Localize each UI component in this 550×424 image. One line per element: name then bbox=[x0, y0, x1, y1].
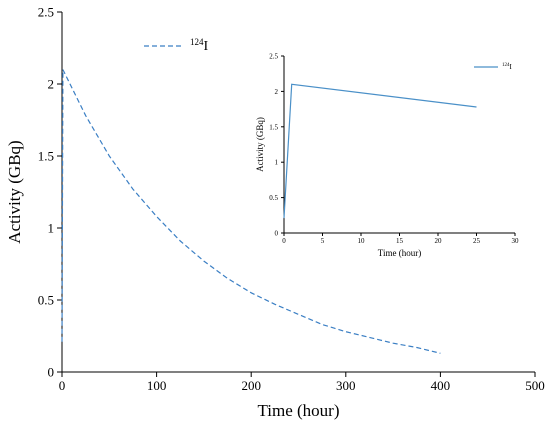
main-y-tick-label: 0 bbox=[48, 365, 55, 380]
inset-legend-label-superscript: 124 bbox=[502, 63, 510, 68]
main-y-tick-label: 0.5 bbox=[38, 293, 54, 308]
inset-legend-label-124i: 124I bbox=[502, 63, 513, 71]
legend-label-superscript: 124 bbox=[190, 37, 204, 47]
main-x-tick-label: 500 bbox=[525, 378, 545, 393]
main-x-tick-label: 0 bbox=[59, 378, 66, 393]
inset-legend: 124I bbox=[474, 63, 513, 71]
inset-x-tick-label: 10 bbox=[358, 237, 366, 245]
inset-series-line-124i bbox=[283, 83, 477, 219]
inset-y-tick-label: 1.5 bbox=[269, 123, 278, 131]
main-y-axis-label: Activity (GBq) bbox=[5, 140, 24, 243]
legend-label-main: I bbox=[204, 39, 209, 54]
main-x-tick-label: 100 bbox=[147, 378, 167, 393]
inset-x-tick-label: 15 bbox=[396, 237, 404, 245]
inset-y-tick-label: 2 bbox=[275, 88, 279, 96]
inset-y-axis-label: Activity (GBq) bbox=[255, 117, 265, 172]
main-y-tick-label: 2.5 bbox=[38, 5, 54, 20]
inset-x-axis-label: Time (hour) bbox=[378, 248, 421, 258]
inset-ticks: 0 5 10 15 20 25 30 0 0.5 1 1.5 2 2.5 bbox=[269, 52, 519, 245]
main-series-line-124i bbox=[61, 69, 441, 354]
inset-legend-label-main: I bbox=[510, 63, 513, 71]
inset-axes bbox=[283, 56, 515, 234]
main-legend: 124I bbox=[144, 37, 209, 54]
inset-x-tick-label: 30 bbox=[512, 237, 520, 245]
inset-y-tick-label: 2.5 bbox=[269, 52, 278, 60]
inset-x-tick-label: 5 bbox=[321, 237, 325, 245]
main-x-axis-label: Time (hour) bbox=[257, 401, 339, 420]
inset-series bbox=[283, 83, 477, 219]
main-x-tick-label: 300 bbox=[336, 378, 356, 393]
inset-chart: 0 5 10 15 20 25 30 0 0.5 1 1.5 2 2.5 124I Time (hour… bbox=[255, 52, 519, 258]
inset-y-tick-label: 1 bbox=[275, 159, 279, 167]
inset-y-tick-label: 0 bbox=[275, 229, 279, 237]
legend-label-124i: 124I bbox=[190, 37, 209, 54]
main-x-tick-label: 400 bbox=[431, 378, 451, 393]
main-y-tick-label: 1.5 bbox=[38, 149, 54, 164]
inset-x-tick-label: 20 bbox=[435, 237, 443, 245]
main-x-tick-label: 200 bbox=[241, 378, 261, 393]
main-y-tick-label: 1 bbox=[48, 221, 55, 236]
inset-x-tick-label: 25 bbox=[473, 237, 481, 245]
inset-x-tick-label: 0 bbox=[282, 237, 286, 245]
main-axes bbox=[61, 12, 535, 373]
main-y-tick-label: 2 bbox=[48, 77, 55, 92]
inset-y-tick-label: 0.5 bbox=[269, 194, 278, 202]
main-series bbox=[61, 69, 441, 354]
